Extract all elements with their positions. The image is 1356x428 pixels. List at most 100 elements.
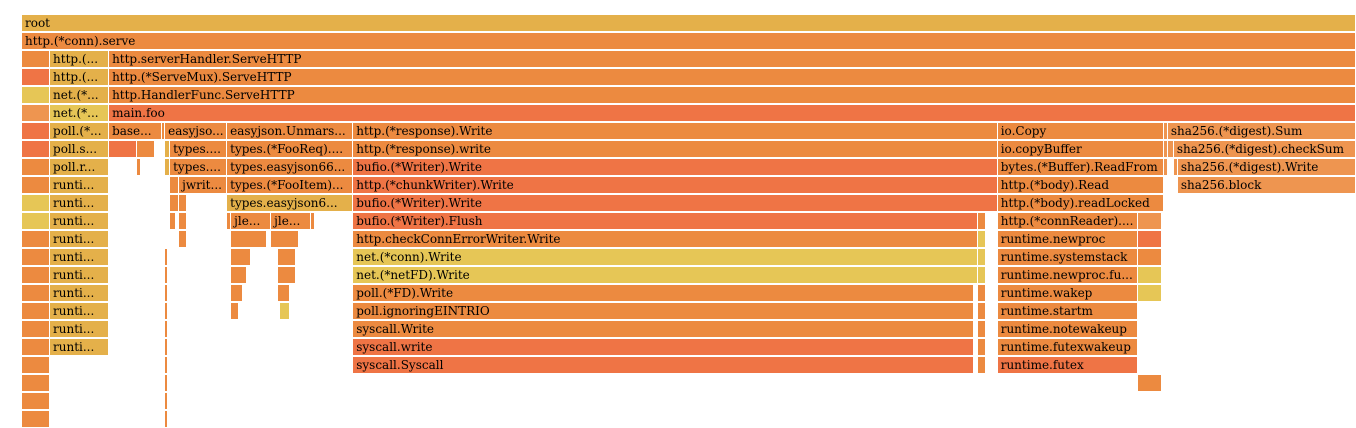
flame-frame[interactable]: runtime.startm	[997, 303, 1138, 320]
flame-frame-unlabeled[interactable]	[977, 321, 986, 338]
flame-frame[interactable]: runtime.wakep	[997, 285, 1138, 302]
flame-frame-unlabeled[interactable]	[231, 303, 240, 320]
flame-frame[interactable]: poll.r...	[50, 159, 110, 176]
flame-frame-unlabeled[interactable]	[977, 231, 986, 248]
flame-frame-unlabeled[interactable]	[1163, 141, 1168, 158]
flame-frame[interactable]: sha256.(*digest).Sum	[1167, 123, 1356, 140]
flame-frame-unlabeled[interactable]	[22, 195, 51, 212]
flame-frame[interactable]: syscall.Write	[353, 321, 974, 338]
flame-frame-unlabeled[interactable]	[22, 141, 51, 158]
flame-frame[interactable]: main.foo	[109, 105, 1356, 122]
flame-frame-unlabeled[interactable]	[22, 339, 51, 356]
flame-frame[interactable]: runti...	[50, 303, 110, 320]
flame-frame[interactable]: runti...	[50, 195, 110, 212]
flame-frame[interactable]: types.easyjson6...	[227, 195, 354, 212]
flame-frame[interactable]: http.(*response).Write	[353, 123, 998, 140]
flame-frame-unlabeled[interactable]	[137, 159, 142, 176]
flame-frame[interactable]: bufio.(*Writer).Write	[353, 159, 998, 176]
flame-frame[interactable]: runti...	[50, 177, 110, 194]
flame-frame[interactable]: net.(*...	[50, 105, 110, 122]
flame-frame[interactable]: easyjso...	[165, 123, 228, 140]
flame-frame-unlabeled[interactable]	[1137, 231, 1162, 248]
flame-frame[interactable]: easyjson.Unmars...	[227, 123, 354, 140]
flame-frame-unlabeled[interactable]	[165, 141, 171, 158]
flame-frame-unlabeled[interactable]	[231, 231, 268, 248]
flame-frame-unlabeled[interactable]	[22, 249, 51, 266]
flame-frame-unlabeled[interactable]	[1137, 267, 1162, 284]
flame-frame-unlabeled[interactable]	[137, 141, 156, 158]
flame-frame-unlabeled[interactable]	[22, 51, 51, 68]
flame-frame-unlabeled[interactable]	[1137, 285, 1162, 302]
flame-frame[interactable]: io.copyBuffer	[997, 141, 1164, 158]
flame-frame[interactable]: http.(*body).Read	[997, 177, 1164, 194]
flame-frame-unlabeled[interactable]	[280, 303, 291, 320]
flame-frame[interactable]: runtime.futex	[997, 357, 1138, 374]
flame-frame-unlabeled[interactable]	[162, 123, 166, 140]
flame-frame[interactable]: root	[22, 15, 1356, 32]
flame-frame[interactable]: http.(*connReader)....	[997, 213, 1138, 230]
flame-frame-unlabeled[interactable]	[977, 357, 986, 374]
flame-frame-unlabeled[interactable]	[179, 213, 188, 230]
flame-frame[interactable]: net.(*...	[50, 87, 110, 104]
flame-frame-unlabeled[interactable]	[170, 213, 177, 230]
flame-frame-unlabeled[interactable]	[311, 213, 316, 230]
flame-frame[interactable]: types.(*FooReq)....	[227, 141, 354, 158]
flame-frame[interactable]: net.(*netFD).Write	[353, 267, 978, 284]
flame-frame[interactable]: runti...	[50, 249, 110, 266]
flame-frame[interactable]: runtime.futexwakeup	[997, 339, 1138, 356]
flame-frame-unlabeled[interactable]	[165, 393, 169, 410]
flame-frame-unlabeled[interactable]	[977, 339, 986, 356]
flame-frame-unlabeled[interactable]	[278, 285, 291, 302]
flame-frame-unlabeled[interactable]	[278, 249, 297, 266]
flame-frame-unlabeled[interactable]	[1173, 159, 1178, 176]
flame-frame-unlabeled[interactable]	[22, 267, 51, 284]
flame-frame-unlabeled[interactable]	[278, 267, 297, 284]
flame-frame-unlabeled[interactable]	[22, 105, 51, 122]
flame-frame[interactable]: sha256.block	[1177, 177, 1356, 194]
flame-frame-unlabeled[interactable]	[22, 393, 51, 410]
flame-frame[interactable]: runti...	[50, 213, 110, 230]
flame-frame[interactable]: runtime.newproc.fu...	[997, 267, 1138, 284]
flame-frame[interactable]: net.(*conn).Write	[353, 249, 978, 266]
flame-frame-unlabeled[interactable]	[22, 159, 51, 176]
flame-frame[interactable]: runti...	[50, 231, 110, 248]
flame-frame-unlabeled[interactable]	[1167, 141, 1174, 158]
flame-frame-unlabeled[interactable]	[165, 339, 169, 356]
flame-frame[interactable]: jle...	[271, 213, 312, 230]
flame-frame[interactable]: types.(*FooItem)...	[227, 177, 354, 194]
flame-frame-unlabeled[interactable]	[271, 231, 300, 248]
flame-frame[interactable]: base...	[109, 123, 163, 140]
flame-frame-unlabeled[interactable]	[227, 213, 232, 230]
flame-frame[interactable]: poll.(*...	[50, 123, 110, 140]
flame-frame-unlabeled[interactable]	[231, 285, 244, 302]
flame-frame-unlabeled[interactable]	[1163, 123, 1168, 140]
flame-frame-unlabeled[interactable]	[1137, 213, 1162, 230]
flame-frame-unlabeled[interactable]	[165, 375, 169, 392]
flame-frame[interactable]: http.(*chunkWriter).Write	[353, 177, 998, 194]
flame-frame-unlabeled[interactable]	[22, 177, 51, 194]
flame-frame[interactable]: syscall.Syscall	[353, 357, 974, 374]
flame-frame[interactable]: http.(*body).readLocked	[997, 195, 1164, 212]
flame-frame-unlabeled[interactable]	[22, 213, 51, 230]
flame-frame[interactable]: runtime.newproc	[997, 231, 1138, 248]
flame-frame[interactable]: bytes.(*Buffer).ReadFrom	[997, 159, 1164, 176]
flame-frame[interactable]: types.easyjson66...	[227, 159, 354, 176]
flame-frame[interactable]: http.HandlerFunc.ServeHTTP	[109, 87, 1356, 104]
flame-frame[interactable]: http.checkConnErrorWriter.Write	[353, 231, 978, 248]
flame-frame[interactable]: http.(...	[50, 51, 110, 68]
flame-frame[interactable]: bufio.(*Writer).Write	[353, 195, 998, 212]
flame-frame-unlabeled[interactable]	[977, 267, 986, 284]
flame-frame-unlabeled[interactable]	[22, 231, 51, 248]
flame-frame[interactable]: poll.s...	[50, 141, 110, 158]
flame-frame[interactable]: http.(...	[50, 69, 110, 86]
flame-frame-unlabeled[interactable]	[170, 177, 180, 194]
flame-frame[interactable]: poll.ignoringEINTRIO	[353, 303, 974, 320]
flame-frame-unlabeled[interactable]	[977, 249, 986, 266]
flame-frame-unlabeled[interactable]	[231, 249, 252, 266]
flame-frame-unlabeled[interactable]	[231, 267, 248, 284]
flame-frame-unlabeled[interactable]	[165, 267, 169, 284]
flame-frame-unlabeled[interactable]	[22, 69, 51, 86]
flame-frame-unlabeled[interactable]	[22, 285, 51, 302]
flame-frame-unlabeled[interactable]	[977, 303, 986, 320]
flame-frame-unlabeled[interactable]	[22, 87, 51, 104]
